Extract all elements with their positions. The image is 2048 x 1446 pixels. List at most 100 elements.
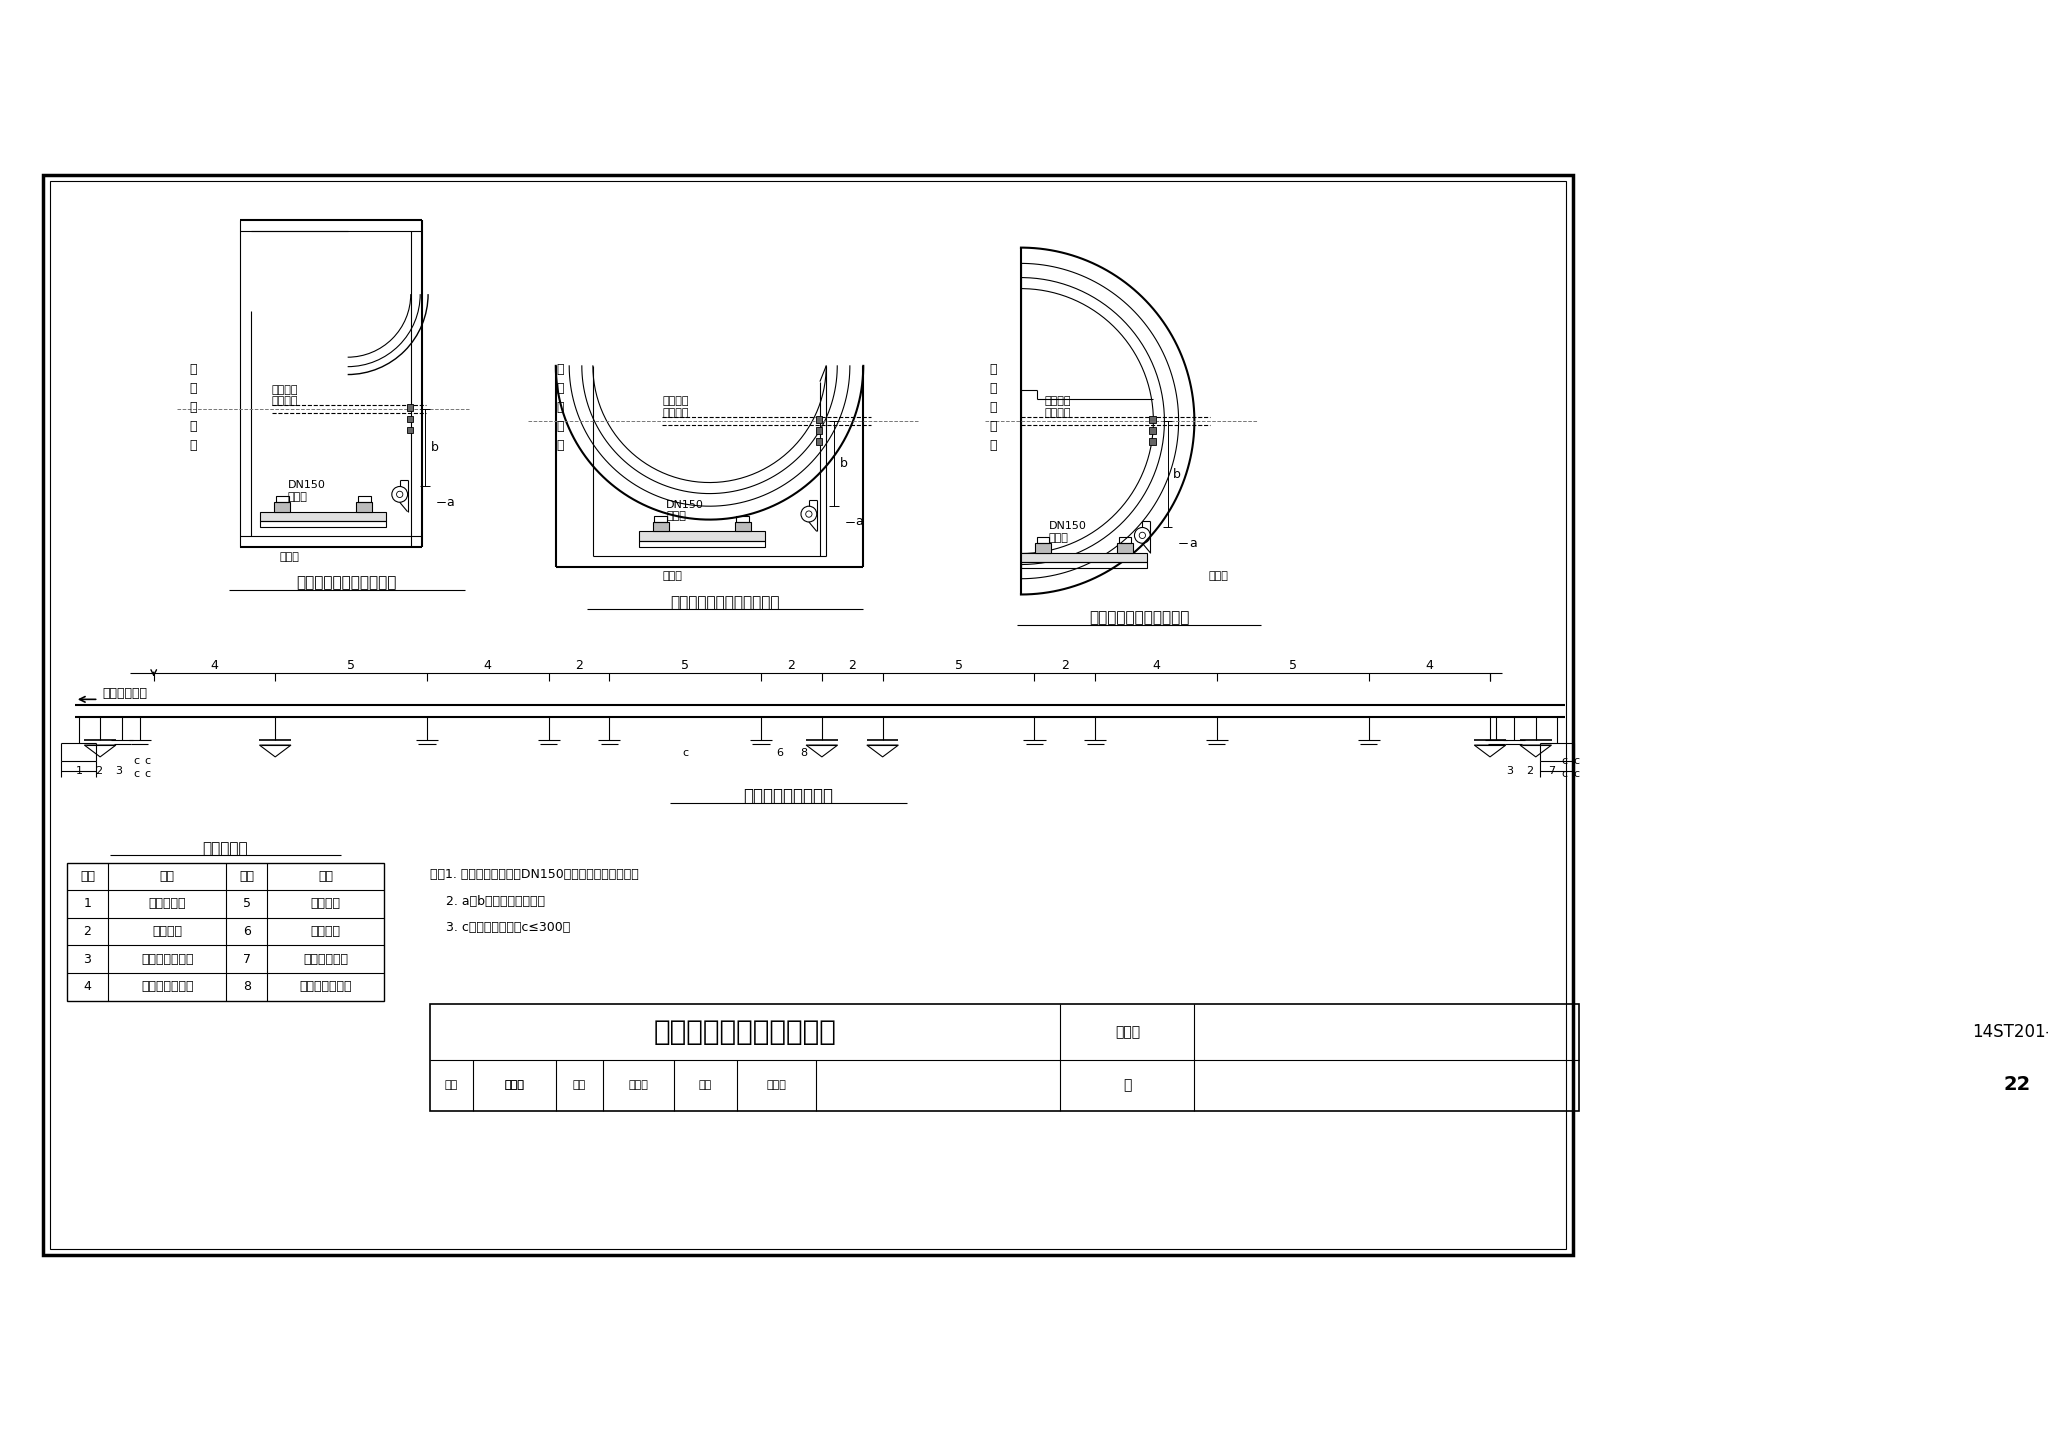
Bar	[737, 516, 750, 522]
Text: 注：1. 本图适用于管径为DN150的区间消防管道安装。: 注：1. 本图适用于管径为DN150的区间消防管道安装。	[430, 868, 639, 881]
Text: 2: 2	[94, 766, 102, 777]
Text: 线: 线	[188, 440, 197, 453]
Text: 心: 心	[188, 421, 197, 432]
Text: DN150: DN150	[289, 480, 326, 490]
Bar	[1149, 416, 1155, 422]
Text: 张运青: 张运青	[766, 1080, 786, 1090]
Text: 卡箍或法兰连接: 卡箍或法兰连接	[299, 980, 352, 993]
Text: DN150: DN150	[1049, 521, 1085, 531]
Bar	[1036, 536, 1049, 544]
Text: 设计: 设计	[698, 1080, 713, 1090]
Text: 2: 2	[1061, 659, 1069, 672]
Text: a: a	[1190, 536, 1196, 549]
Text: 名称对照表: 名称对照表	[203, 842, 248, 856]
Text: 道床面: 道床面	[1208, 571, 1229, 581]
Bar	[356, 502, 373, 512]
Text: 5: 5	[682, 659, 690, 672]
Bar	[639, 541, 764, 547]
Text: 中间支架: 中间支架	[311, 898, 340, 911]
Text: 中: 中	[188, 401, 197, 414]
Bar	[408, 427, 414, 432]
Text: 审核: 审核	[444, 1080, 459, 1090]
Bar	[735, 522, 750, 532]
Text: 7: 7	[1548, 766, 1554, 777]
Bar	[260, 521, 387, 528]
Text: 3: 3	[115, 766, 121, 777]
Text: 4: 4	[1153, 659, 1159, 672]
Text: 路: 路	[188, 382, 197, 395]
Bar	[1034, 544, 1051, 552]
Bar	[653, 522, 668, 532]
Text: c: c	[1563, 756, 1569, 766]
Bar	[1149, 428, 1155, 434]
Text: 支架位置典型布置图: 支架位置典型布置图	[743, 787, 834, 805]
Text: c: c	[1573, 756, 1579, 766]
Text: 道床面: 道床面	[662, 571, 682, 581]
Bar	[408, 415, 414, 422]
Text: 3. c为距承口距离，c≤300。: 3. c为距承口距离，c≤300。	[430, 921, 569, 934]
Text: 中: 中	[555, 401, 563, 414]
Text: a: a	[446, 496, 455, 509]
Text: 设备限界: 设备限界	[662, 396, 688, 406]
Text: 4: 4	[84, 980, 92, 993]
Text: 线: 线	[188, 363, 197, 376]
Bar	[815, 416, 823, 422]
Bar	[655, 516, 668, 522]
Text: 接口支架: 接口支架	[152, 925, 182, 938]
Text: 编号: 编号	[240, 870, 254, 884]
Text: c: c	[1573, 769, 1579, 779]
Text: 热浸镀锌钢管: 热浸镀锌钢管	[303, 953, 348, 966]
Text: 赵际哪: 赵际哪	[629, 1080, 649, 1090]
Text: 5: 5	[954, 659, 963, 672]
Bar	[68, 863, 383, 1001]
Text: c: c	[143, 769, 150, 779]
Text: 1: 1	[76, 766, 82, 777]
Text: c: c	[133, 769, 139, 779]
Text: 22: 22	[2003, 1076, 2032, 1095]
Bar	[260, 512, 387, 521]
Bar	[639, 532, 764, 541]
Bar	[276, 496, 289, 502]
Bar	[274, 502, 291, 512]
Bar	[1022, 552, 1147, 562]
Text: 圆形隧道消防支架位置图: 圆形隧道消防支架位置图	[1090, 610, 1190, 626]
Bar	[1116, 544, 1133, 552]
Text: 2: 2	[788, 659, 795, 672]
Text: 6: 6	[776, 748, 782, 758]
Text: 5: 5	[348, 659, 354, 672]
Bar	[430, 1005, 1579, 1111]
Text: 页: 页	[1122, 1077, 1133, 1092]
Text: 线: 线	[989, 440, 997, 453]
Text: 1: 1	[84, 898, 92, 911]
Text: 图集号: 图集号	[1114, 1025, 1141, 1040]
Bar	[815, 438, 823, 445]
Text: 线: 线	[555, 440, 563, 453]
Text: 编号: 编号	[80, 870, 94, 884]
Text: 道床面: 道床面	[281, 552, 299, 561]
Bar	[1149, 438, 1155, 445]
Text: 车辆限界: 车辆限界	[1044, 408, 1071, 418]
Text: 3: 3	[1505, 766, 1513, 777]
Text: 轨顶面: 轨顶面	[666, 512, 686, 522]
Bar	[1118, 536, 1130, 544]
Text: 张先群: 张先群	[504, 1080, 524, 1090]
Text: b: b	[840, 457, 848, 470]
Text: c: c	[143, 756, 150, 766]
Text: 轨顶面: 轨顶面	[289, 492, 307, 502]
Text: c: c	[1563, 769, 1569, 779]
Text: c: c	[133, 756, 139, 766]
Text: 中: 中	[989, 401, 997, 414]
Text: 线: 线	[989, 363, 997, 376]
Text: 2. a、b尺寸由设计确定。: 2. a、b尺寸由设计确定。	[430, 895, 545, 908]
Text: 校对: 校对	[573, 1080, 586, 1090]
Text: 2: 2	[575, 659, 584, 672]
Text: 路: 路	[989, 382, 997, 395]
Text: 2: 2	[848, 659, 856, 672]
Text: 车辆限界: 车辆限界	[662, 408, 688, 418]
Text: 轨顶面: 轨顶面	[1049, 532, 1069, 542]
Text: b: b	[430, 441, 438, 454]
Text: 4: 4	[483, 659, 492, 672]
Text: 4: 4	[211, 659, 219, 672]
Text: c: c	[682, 748, 688, 758]
Text: 承插连接: 承插连接	[311, 925, 340, 938]
